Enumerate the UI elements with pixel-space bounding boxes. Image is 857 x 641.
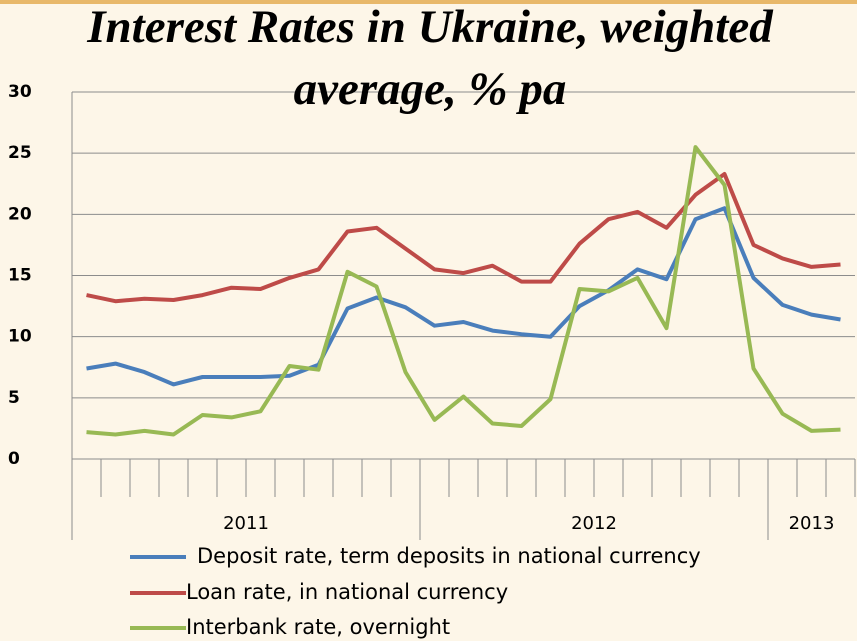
year-label: 2011: [223, 513, 269, 534]
legend-label: Deposit rate, term deposits in national …: [197, 544, 701, 568]
y-tick-label: 25: [8, 143, 32, 163]
series-line: [86, 206, 841, 387]
y-tick-label: 5: [8, 388, 20, 408]
y-tick-label: 20: [8, 204, 32, 224]
y-tick-label: 0: [8, 449, 20, 469]
series-line: [86, 145, 841, 437]
y-tick-label: 10: [8, 327, 32, 347]
legend-label: Interbank rate, overnight: [186, 615, 450, 639]
y-tick-label: 15: [8, 266, 32, 286]
series-line: [86, 172, 841, 304]
y-tick-label: 30: [8, 82, 32, 102]
chart-title: Interest Rates in Ukraine, weighted aver…: [87, 1, 773, 115]
year-label: 2012: [571, 513, 617, 534]
legend-label: Loan rate, in national currency: [186, 580, 508, 604]
year-label: 2013: [789, 513, 835, 534]
